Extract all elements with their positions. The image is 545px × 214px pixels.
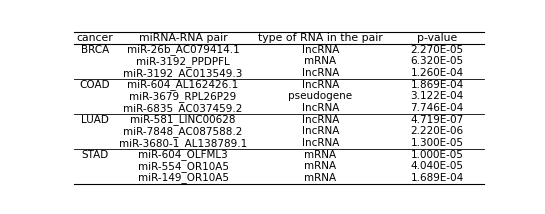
Text: lncRNA: lncRNA: [301, 80, 339, 90]
Text: type of RNA in the pair: type of RNA in the pair: [258, 33, 383, 43]
Text: miR-7848_AC087588.2: miR-7848_AC087588.2: [123, 126, 243, 137]
Text: 1.300E-05: 1.300E-05: [410, 138, 464, 148]
Text: 7.746E-04: 7.746E-04: [410, 103, 464, 113]
Text: lncRNA: lncRNA: [301, 103, 339, 113]
Text: pseudogene: pseudogene: [288, 91, 353, 101]
Text: 4.719E-07: 4.719E-07: [410, 115, 464, 125]
Text: miR-3680-1_AL138789.1: miR-3680-1_AL138789.1: [119, 138, 247, 149]
Text: mRNA: mRNA: [304, 161, 336, 171]
Text: lncRNA: lncRNA: [301, 45, 339, 55]
Text: miR-6835_AC037459.2: miR-6835_AC037459.2: [123, 103, 243, 113]
Text: 3.122E-04: 3.122E-04: [410, 91, 464, 101]
Text: miR-3192_AC013549.3: miR-3192_AC013549.3: [123, 68, 243, 79]
Text: miR-3192_PPDPFL: miR-3192_PPDPFL: [136, 56, 230, 67]
Text: BRCA: BRCA: [81, 45, 109, 55]
Text: 2.220E-06: 2.220E-06: [410, 126, 464, 136]
Text: lncRNA: lncRNA: [301, 68, 339, 78]
Text: miR-26b_AC079414.1: miR-26b_AC079414.1: [126, 44, 239, 55]
Text: 4.040E-05: 4.040E-05: [410, 161, 464, 171]
Text: cancer: cancer: [76, 33, 113, 43]
Text: 6.320E-05: 6.320E-05: [410, 56, 464, 66]
Text: mRNA: mRNA: [304, 56, 336, 66]
Text: 2.270E-05: 2.270E-05: [410, 45, 464, 55]
Text: 1.260E-04: 1.260E-04: [410, 68, 464, 78]
Text: 1.689E-04: 1.689E-04: [410, 173, 464, 183]
Text: STAD: STAD: [81, 150, 108, 160]
Text: mRNA: mRNA: [304, 173, 336, 183]
Text: COAD: COAD: [80, 80, 110, 90]
Text: lncRNA: lncRNA: [301, 138, 339, 148]
Text: p-value: p-value: [417, 33, 457, 43]
Text: lncRNA: lncRNA: [301, 126, 339, 136]
Text: miR-149_OR10A5: miR-149_OR10A5: [137, 172, 228, 183]
Text: miR-604_OLFML3: miR-604_OLFML3: [138, 149, 228, 160]
Text: miR-581_LINC00628: miR-581_LINC00628: [130, 114, 236, 125]
Text: 1.869E-04: 1.869E-04: [410, 80, 464, 90]
Text: lncRNA: lncRNA: [301, 115, 339, 125]
Text: miR-604_AL162426.1: miR-604_AL162426.1: [128, 79, 239, 90]
Text: miR-554_OR10A5: miR-554_OR10A5: [137, 161, 228, 172]
Text: mRNA: mRNA: [304, 150, 336, 160]
Text: LUAD: LUAD: [81, 115, 109, 125]
Text: 1.000E-05: 1.000E-05: [410, 150, 463, 160]
Text: miRNA-RNA pair: miRNA-RNA pair: [139, 33, 227, 43]
Text: miR-3679_RPL26P29: miR-3679_RPL26P29: [129, 91, 237, 102]
